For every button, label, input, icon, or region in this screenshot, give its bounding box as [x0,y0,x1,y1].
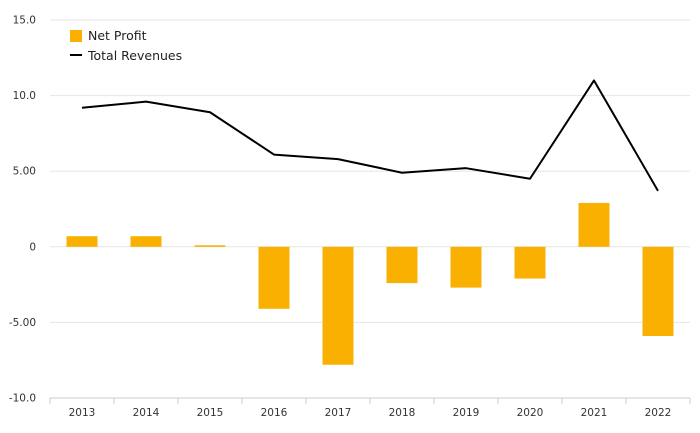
net-profit-bar [322,246,354,365]
y-tick-label: -5.00 [9,317,36,329]
x-tick-label: 2017 [325,407,352,419]
y-tick-label: 5.00 [13,166,36,178]
x-tick-label: 2013 [69,407,96,419]
y-tick-label: 10.0 [13,90,36,102]
legend: Net Profit Total Revenues [70,28,182,63]
y-axis: 15.0 10.0 5.00 0 -5.00 -10.0 [9,15,36,405]
net-profit-bar [578,202,610,247]
y-tick-label: 0 [29,241,36,253]
x-tick-label: 2020 [517,407,544,419]
net-profit-bar [450,246,482,288]
net-profit-bar [66,236,98,247]
x-tick-label: 2019 [453,407,480,419]
net-profit-bars [66,202,674,365]
legend-label-net-profit: Net Profit [88,28,147,43]
net-profit-bar [130,236,162,247]
net-profit-bar [258,246,290,309]
legend-swatch-net-profit [70,30,82,42]
net-profit-bar [642,246,674,337]
net-profit-bar [194,245,226,247]
x-tick-label: 2015 [197,407,224,419]
x-tick-label: 2014 [133,407,160,419]
x-tick-label: 2018 [389,407,416,419]
x-tick-label: 2016 [261,407,288,419]
x-axis: 2013 2014 2015 2016 2017 2018 2019 2020 2021 2022 [49,397,691,419]
x-tick-label: 2021 [581,407,608,419]
x-tick-label: 2022 [645,407,672,419]
y-tick-label: 15.0 [13,15,36,27]
total-revenues-line-group [81,79,659,192]
y-tick-label: -10.0 [9,393,36,405]
legend-label-total-revenues: Total Revenues [87,48,182,63]
gridlines [50,19,690,323]
total-revenues-line [81,79,659,192]
net-profit-bar [386,246,418,284]
net-profit-bar [514,246,546,279]
